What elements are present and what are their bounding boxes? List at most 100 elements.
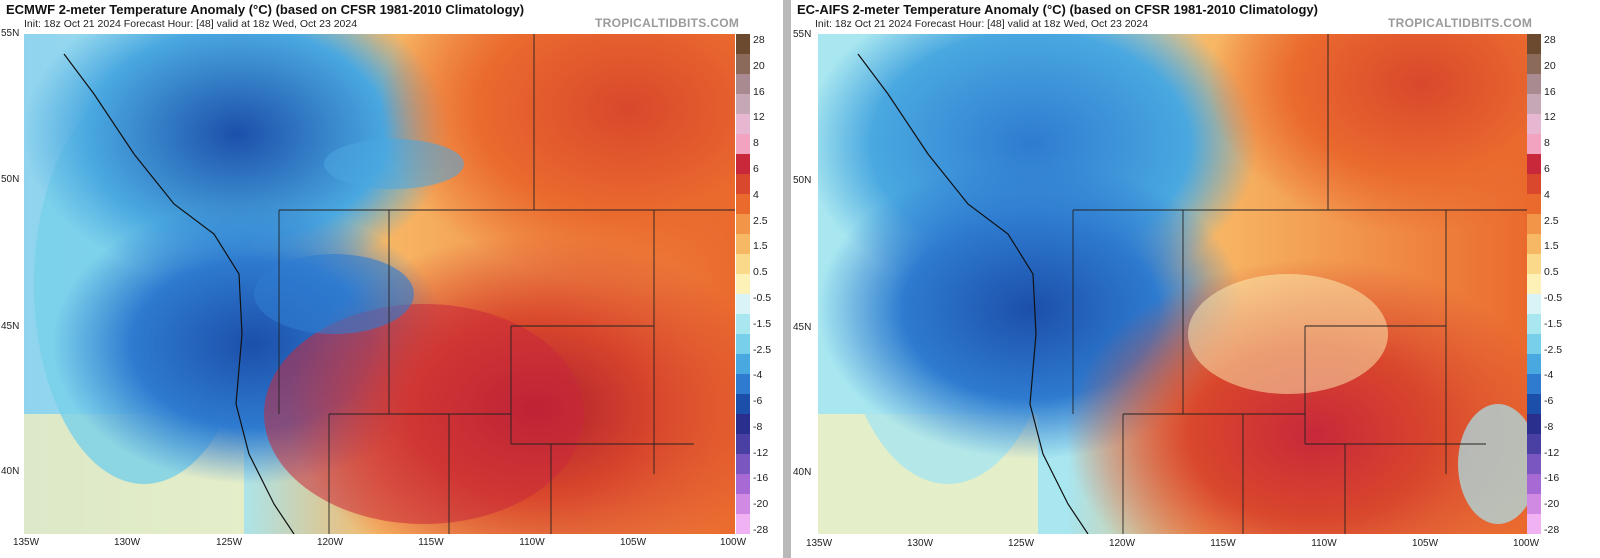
color-scale-label: 1.5 <box>753 240 768 253</box>
color-scale-label: -20 <box>753 498 769 511</box>
panel-title: ECMWF 2-meter Temperature Anomaly (°C) (… <box>6 2 525 17</box>
lon-label: 120W <box>316 537 344 548</box>
color-scale-label: -1.5 <box>1544 317 1563 330</box>
color-scale-label: -0.5 <box>1544 291 1563 304</box>
color-swatch <box>1527 174 1541 195</box>
color-scale-label: 28 <box>753 34 765 46</box>
color-scale-label: 2.5 <box>1544 214 1559 227</box>
color-scale-label: 12 <box>1544 111 1556 124</box>
color-swatch <box>736 34 750 55</box>
color-scale-label: 4 <box>753 188 759 201</box>
site-watermark: TROPICALTIDBITS.COM <box>1388 16 1533 30</box>
color-swatch <box>736 214 750 235</box>
color-scale-label: -6 <box>1544 395 1554 408</box>
lat-label: 40N <box>1 466 20 477</box>
ecmwf-panel: ECMWF 2-meter Temperature Anomaly (°C) (… <box>0 0 783 558</box>
color-scale-swatches <box>736 34 750 535</box>
color-swatch <box>736 174 750 195</box>
color-scale-label: -0.5 <box>753 291 772 304</box>
color-swatch <box>1527 454 1541 475</box>
lat-label: 50N <box>1 174 20 185</box>
color-scale-label: 20 <box>1544 59 1556 72</box>
color-swatch <box>1527 514 1541 535</box>
ec-aifs-panel: EC-AIFS 2-meter Temperature Anomaly (°C)… <box>791 0 1600 558</box>
color-scale-label: -16 <box>1544 472 1560 485</box>
anomaly-map <box>818 34 1538 539</box>
lon-label: 115W <box>1210 538 1236 549</box>
color-swatch <box>736 334 750 355</box>
color-scale-label: 28 <box>1544 34 1556 46</box>
color-scale-label: -2.5 <box>753 343 772 356</box>
color-scale-label: -16 <box>753 472 769 485</box>
color-scale-label: 16 <box>753 85 765 98</box>
color-scale-label: 8 <box>753 137 759 150</box>
color-scale-label: -8 <box>1544 420 1554 433</box>
color-swatch <box>1527 434 1541 455</box>
color-swatch <box>1527 254 1541 275</box>
color-swatch <box>1527 114 1541 135</box>
anomaly-map <box>24 34 735 539</box>
lon-label: 110W <box>1311 538 1337 549</box>
color-swatch <box>1527 234 1541 255</box>
color-scale-label: -12 <box>1544 446 1560 459</box>
color-scale-label: 16 <box>1544 85 1556 98</box>
color-swatch <box>1527 494 1541 515</box>
color-swatch <box>736 514 750 535</box>
color-swatch <box>1527 474 1541 495</box>
panel-subtitle: Init: 18z Oct 21 2024 Forecast Hour: [48… <box>24 18 358 30</box>
color-swatch <box>1527 34 1541 55</box>
color-swatch <box>1527 414 1541 435</box>
lat-label: 55N <box>793 29 812 40</box>
color-scale-swatches <box>1527 34 1541 535</box>
color-scale-bar: 28 20 16 12 8 6 4 2.5 1.5 0.5 -0.5 -1.5 -2.5 -4 -6 -8 -1… <box>1527 34 1562 539</box>
panel-subtitle: Init: 18z Oct 21 2024 Forecast Hour: [48… <box>815 18 1149 30</box>
color-swatch <box>1527 274 1541 295</box>
lon-label: 125W <box>215 537 243 548</box>
color-swatch <box>1527 314 1541 335</box>
color-scale-label: 6 <box>1544 162 1550 175</box>
color-swatch <box>736 134 750 155</box>
color-swatch <box>736 194 750 215</box>
color-scale-label: -2.5 <box>1544 343 1563 356</box>
color-swatch <box>736 294 750 315</box>
color-swatch <box>1527 94 1541 115</box>
lon-label: 120W <box>1108 538 1136 549</box>
color-swatch <box>1527 354 1541 375</box>
color-swatch <box>1527 154 1541 175</box>
color-scale-label: 2.5 <box>753 214 768 227</box>
color-scale-label: 20 <box>753 59 765 72</box>
color-swatch <box>736 234 750 255</box>
color-swatch <box>736 414 750 435</box>
lon-label: 100W <box>719 537 747 548</box>
lon-label: 110W <box>519 537 545 548</box>
color-swatch <box>736 154 750 175</box>
color-swatch <box>1527 214 1541 235</box>
lon-label: 115W <box>418 537 444 548</box>
color-swatch <box>736 274 750 295</box>
color-swatch <box>736 474 750 495</box>
color-scale-label: 6 <box>753 162 759 175</box>
lon-label: 135W <box>805 538 833 549</box>
color-swatch <box>736 494 750 515</box>
color-scale-label: 4 <box>1544 188 1550 201</box>
color-swatch <box>1527 134 1541 155</box>
lon-label: 105W <box>1411 538 1439 549</box>
site-watermark: TROPICALTIDBITS.COM <box>595 16 740 30</box>
lon-label: 100W <box>1512 538 1540 549</box>
color-swatch <box>736 114 750 135</box>
color-swatch <box>736 354 750 375</box>
color-scale-label: -8 <box>753 420 763 433</box>
color-swatch <box>1527 394 1541 415</box>
color-scale-label: -1.5 <box>753 317 772 330</box>
lat-label: 55N <box>1 28 20 39</box>
color-scale-bar: 28 20 16 12 8 6 4 2.5 1.5 0.5 -0.5 -1.5 -2.5 -4 -6 -8 -1… <box>736 34 771 539</box>
color-scale-label: -28 <box>1544 524 1560 536</box>
color-swatch <box>736 94 750 115</box>
lon-label: 130W <box>906 538 934 549</box>
color-swatch <box>736 314 750 335</box>
color-scale-label: 8 <box>1544 137 1550 150</box>
color-scale-label: -4 <box>753 369 763 382</box>
color-scale-label: -6 <box>753 395 763 408</box>
color-scale-label: 1.5 <box>1544 240 1559 253</box>
lon-label: 135W <box>12 537 40 548</box>
